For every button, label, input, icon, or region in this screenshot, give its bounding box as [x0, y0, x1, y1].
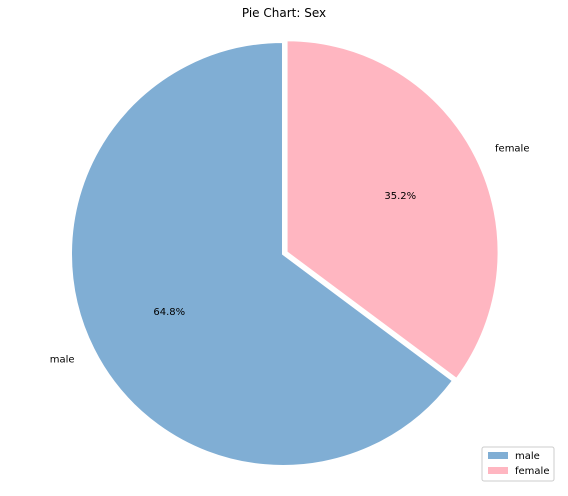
pie-labels: male 64.8% female 35.2%: [50, 144, 530, 366]
chart-title: Pie Chart: Sex: [242, 6, 326, 20]
percent-label-male: 64.8%: [153, 307, 185, 318]
legend-label-female: female: [515, 466, 549, 477]
legend-swatch-female: [488, 467, 508, 474]
legend-swatch-male: [488, 452, 508, 459]
percent-label-female: 35.2%: [384, 191, 416, 202]
legend: male female: [481, 446, 555, 482]
pie-slices: [70, 39, 500, 467]
slice-label-female: female: [495, 144, 529, 155]
legend-label-male: male: [515, 451, 540, 462]
pie-slice-male: [70, 40, 455, 467]
pie-slice-female: [285, 39, 500, 381]
slice-label-male: male: [50, 355, 75, 366]
